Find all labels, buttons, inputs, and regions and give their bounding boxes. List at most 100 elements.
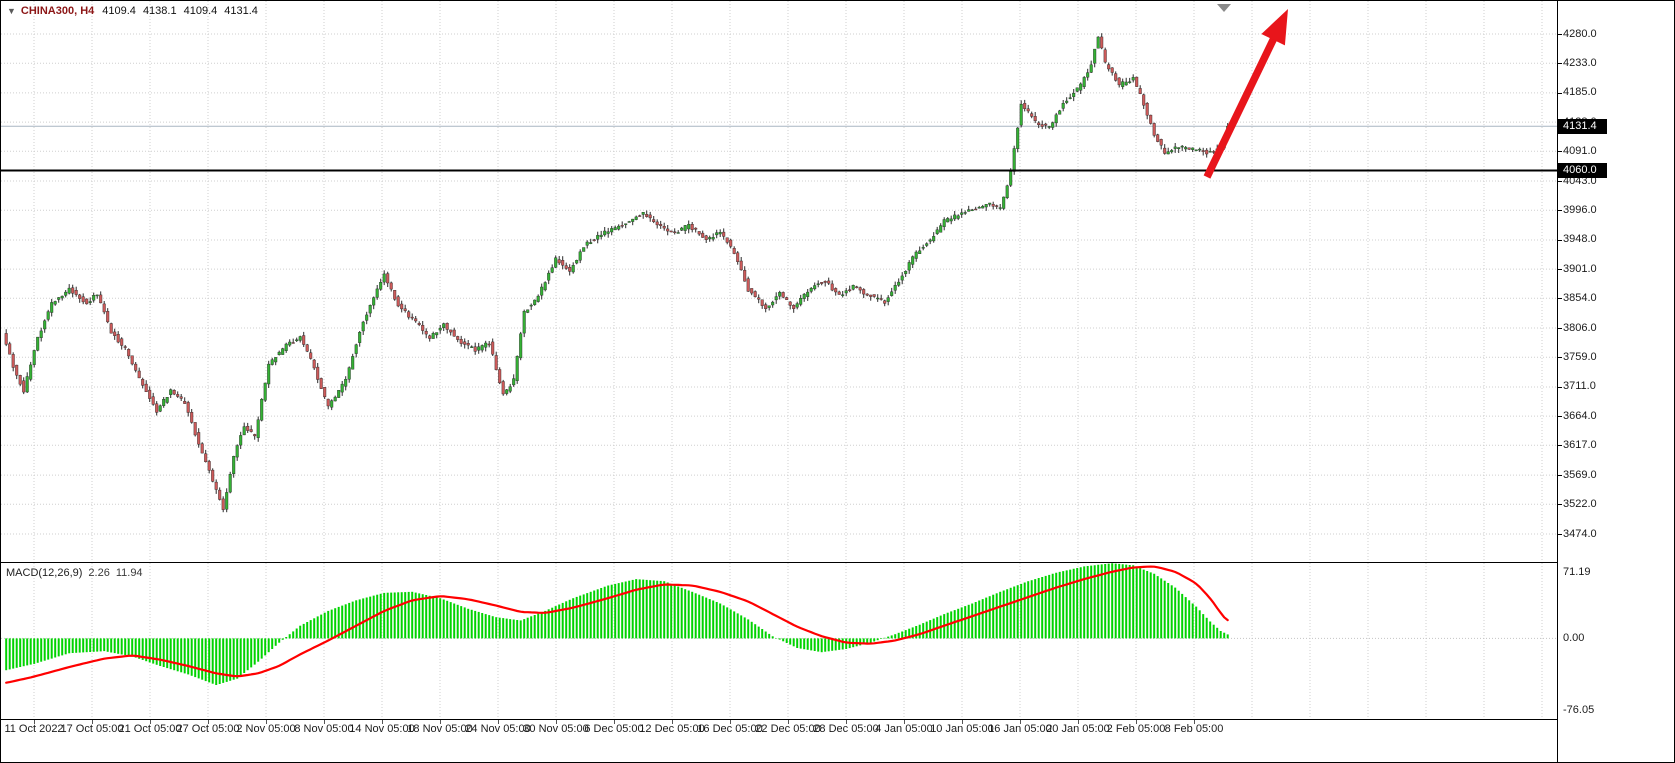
price-tick-label: 4280.0 [1563,28,1597,40]
quote-low: 4109.4 [183,5,218,17]
time-tick-mark [1194,720,1195,724]
time-tick-mark [1020,720,1021,724]
price-pane[interactable] [1,1,1557,562]
macd-axis-top-label: 71.19 [1563,566,1591,578]
time-tick-mark [208,720,209,724]
price-tick-mark [1558,298,1562,299]
price-tick-label: 4043.0 [1563,175,1597,187]
time-tick-mark [846,720,847,724]
time-tick-label: 16 Dec 05:00 [697,723,763,735]
macd-main-value: 2.26 [88,567,110,579]
time-tick-label: 24 Nov 05:00 [465,723,531,735]
pane-separator[interactable] [1,562,1674,563]
price-tick-mark [1558,34,1562,35]
time-tick-label: 11 Oct 2022 [4,723,64,735]
quote-close: 4131.4 [224,5,258,17]
price-tick-mark [1558,63,1562,64]
price-tick-mark [1558,328,1562,329]
time-tick-label: 4 Jan 05:00 [875,723,933,735]
price-tick-mark [1558,210,1562,211]
time-tick-label: 10 Jan 05:00 [930,723,994,735]
time-tick-label: 17 Oct 05:00 [60,723,124,735]
price-tick-label: 3996.0 [1563,204,1597,216]
hline-price-badge: 4060.0 [1558,163,1607,178]
time-tick-label: 18 Nov 05:00 [407,723,473,735]
price-tick-mark [1558,357,1562,358]
trend-arrow-object[interactable] [1203,9,1288,179]
price-tick-label: 4091.0 [1563,145,1597,157]
price-tick-label: 3664.0 [1563,410,1597,422]
time-tick-label: 16 Jan 05:00 [988,723,1052,735]
macd-indicator-label: MACD(12,26,9) 2.26 11.94 [6,567,143,579]
symbol-label: CHINA300, H4 [20,5,95,17]
price-tick-mark [1558,269,1562,270]
time-tick-label: 8 Feb 05:00 [1164,723,1224,735]
current-price-badge: 4131.4 [1558,119,1607,134]
price-tick-label: 3759.0 [1563,351,1597,363]
price-tick-mark [1558,534,1562,535]
price-tick-mark [1558,504,1562,505]
price-tick-label: 3522.0 [1563,498,1597,510]
price-tick-label: 4185.0 [1563,86,1597,98]
candlestick-series [4,33,1230,513]
macd-signal-line [5,565,1229,684]
quote-open: 4109.4 [102,5,136,17]
time-tick-label: 22 Dec 05:00 [755,723,821,735]
price-tick-mark [1558,416,1562,417]
time-tick-label: 20 Jan 05:00 [1046,723,1110,735]
macd-axis-zero-label: 0.00 [1563,632,1585,644]
time-tick-label: 30 Nov 05:00 [523,723,589,735]
time-tick-mark [1078,720,1079,724]
price-tick-mark [1558,387,1562,388]
time-tick-mark [440,720,441,724]
macd-histogram [5,563,1229,685]
axis-separator [1,719,1674,720]
time-tick-label: 12 Dec 05:00 [639,723,705,735]
chart-shift-marker-icon[interactable] [1217,4,1231,12]
price-axis[interactable]: 4131.4 4060.0 71.19 0.00 -76.05 4280.0 42… [1557,1,1674,762]
price-tick-label: 3854.0 [1563,292,1597,304]
time-tick-mark [150,720,151,724]
price-tick-mark [1558,475,1562,476]
main-grid [1,1,1557,562]
price-tick-mark [1558,181,1562,182]
macd-axis-bottom-label: -76.05 [1563,704,1595,716]
price-tick-label: 3948.0 [1563,233,1597,245]
time-tick-mark [672,720,673,724]
time-tick-mark [498,720,499,724]
time-tick-mark [266,720,267,724]
symbol-dropdown-icon[interactable]: ▼ [7,6,16,16]
price-tick-label: 3711.0 [1563,380,1596,392]
quote-high: 4138.1 [142,5,177,17]
time-tick-mark [382,720,383,724]
time-tick-mark [556,720,557,724]
macd-pane[interactable] [1,563,1557,719]
time-tick-mark [730,720,731,724]
macd-name: MACD(12,26,9) [6,567,83,579]
price-tick-mark [1558,93,1562,94]
time-tick-mark [614,720,615,724]
time-tick-mark [1136,720,1137,724]
time-tick-mark [788,720,789,724]
price-tick-mark [1558,240,1562,241]
time-tick-label: 21 Oct 05:00 [118,723,182,735]
time-tick-mark [324,720,325,724]
time-tick-mark [904,720,905,724]
time-tick-mark [34,720,35,724]
price-tick-label: 3474.0 [1563,528,1597,540]
time-tick-mark [962,720,963,724]
chart-header: ▼ CHINA300, H4 4109.4 4138.1 4109.4 4131.4 [7,5,265,17]
price-tick-mark [1558,151,1562,152]
time-tick-label: 27 Oct 05:00 [176,723,240,735]
time-axis[interactable]: 11 Oct 2022 17 Oct 05:00 21 Oct 05:00 27 Oc… [1,720,1557,738]
price-tick-label: 3617.0 [1563,439,1597,451]
time-tick-label: 8 Nov 05:00 [294,723,354,735]
time-tick-label: 6 Dec 05:00 [584,723,644,735]
time-tick-mark [92,720,93,724]
price-tick-label: 3806.0 [1563,322,1597,334]
macd-signal-value: 11.94 [115,567,143,579]
price-tick-label: 3901.0 [1563,263,1597,275]
price-tick-label: 3569.0 [1563,469,1597,481]
price-tick-mark [1558,445,1562,446]
